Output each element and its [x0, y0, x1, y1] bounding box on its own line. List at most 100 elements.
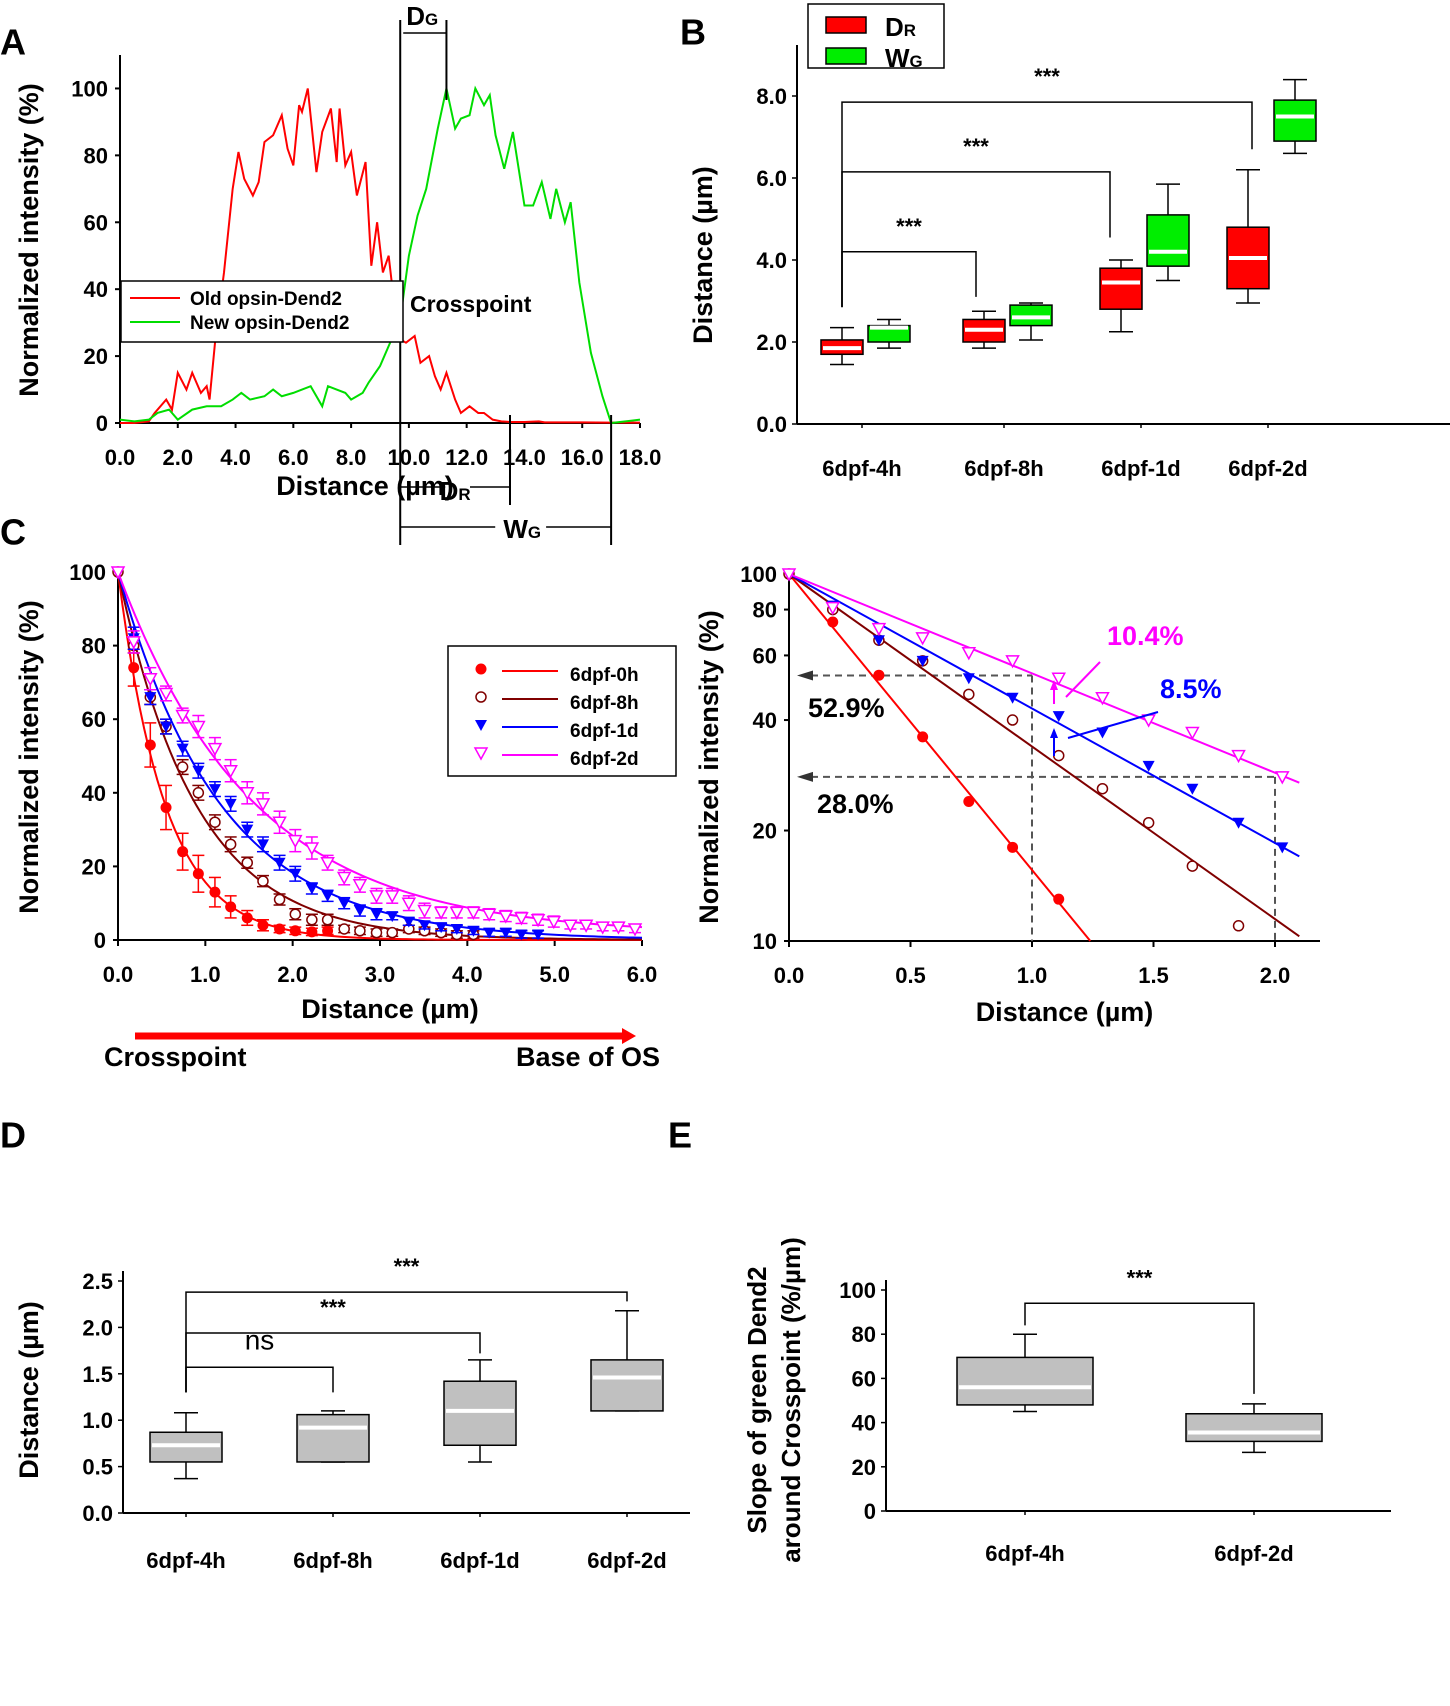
series-6dpf-1d [783, 569, 1300, 858]
panel-c-left: 0 20 40 60 80 100 0.0 1.0 2.0 3.0 4.0 5.0 6.0 Distanc… [69, 560, 677, 1072]
x-tick-label: 0.0 [103, 962, 134, 987]
marker-open-triangle [401, 897, 417, 911]
marker-filled-triangle [224, 798, 237, 810]
y-tick-label: 60 [82, 707, 106, 732]
marker-filled-circle [225, 901, 237, 913]
panel-letter-a: A [0, 22, 26, 63]
marker-filled-triangle [467, 925, 480, 937]
marker-open-circle [257, 875, 269, 887]
y-tick-label: 40 [84, 277, 108, 302]
marker-open-circle [386, 926, 398, 939]
marker-open-circle [176, 761, 189, 773]
category-label: 6dpf-4h [146, 1548, 225, 1573]
marker-open-triangle [158, 687, 174, 702]
marker-open-triangle [481, 908, 497, 922]
marker-filled-triangle [402, 916, 415, 928]
y-tick-label: 0.5 [82, 1455, 113, 1480]
marker-filled-triangle [208, 784, 221, 796]
category-label: 6dpf-2d [1214, 1541, 1293, 1566]
box [296, 1413, 370, 1463]
marker-open-triangle [627, 923, 643, 937]
series-6dpf-2d [110, 566, 643, 937]
marker-open-triangle [611, 921, 626, 935]
marker-filled-triangle [1276, 842, 1289, 854]
x-tick-label: 4.0 [452, 962, 483, 987]
legend-label: WG [885, 43, 923, 73]
y-tick-label: 6.0 [756, 166, 787, 191]
fit-line [788, 573, 1300, 784]
marker-filled-triangle [1052, 711, 1065, 723]
significance-label: *** [1127, 1265, 1153, 1290]
arrowhead-icon [797, 771, 813, 782]
y-tick-label: 4.0 [756, 248, 787, 273]
marker-open-triangle [1005, 655, 1020, 669]
marker-open-circle [241, 856, 254, 869]
marker-open-triangle [781, 568, 797, 582]
x-axis-label: Distance (µm) [976, 997, 1154, 1027]
y-tick-label: 20 [84, 344, 108, 369]
marker-filled-circle [144, 739, 156, 751]
fit-line [788, 573, 1092, 942]
legend-label: 6dpf-0h [570, 665, 639, 686]
marker-filled-circle [322, 925, 334, 937]
marker-open-circle [224, 838, 237, 851]
marker-filled-circle [475, 663, 487, 675]
marker-open-triangle [110, 566, 126, 580]
x-tick-label: 0.5 [895, 963, 926, 988]
marker-open-triangle [336, 871, 352, 886]
box [443, 1380, 517, 1447]
y-axis-label-line2: around Crosspoint (%/µm) [776, 1237, 806, 1563]
marker-open-triangle [1231, 749, 1246, 764]
dr-label: DR [440, 476, 471, 506]
marker-open-circle [475, 691, 487, 703]
x-tick-label: 12.0 [445, 445, 488, 470]
y-tick-label: 0 [94, 928, 106, 953]
x-tick-label: 0.0 [774, 963, 805, 988]
marker-open-triangle [1095, 692, 1110, 706]
category-label: 6dpf-2d [1228, 456, 1307, 481]
fit-curve [117, 571, 643, 941]
x-tick-label: 6.0 [627, 962, 658, 987]
marker-filled-circle [192, 868, 204, 880]
y-tick-label: 8.0 [756, 84, 787, 109]
x-tick-label: 0.0 [105, 445, 136, 470]
y-tick-label: 0 [96, 411, 108, 436]
x-tick-label: 18.0 [619, 445, 662, 470]
y-tick-label: 60 [84, 210, 108, 235]
x-tick-label: 10.0 [387, 445, 430, 470]
marker-open-circle [1006, 714, 1019, 726]
panel-e: 0 20 40 60 80 100 6dpf-4h 6dpf-2d *** [839, 1265, 1391, 1566]
significance-bracket [1024, 1302, 1255, 1394]
legend-label: 6dpf-1d [570, 721, 639, 742]
arrowhead-icon [1050, 680, 1058, 690]
y-tick-label: 80 [84, 143, 108, 168]
marker-open-triangle [514, 912, 529, 926]
y-tick-label: 60 [852, 1366, 876, 1391]
y-tick-label: 40 [852, 1411, 876, 1436]
y-tick-label: 2.5 [82, 1269, 113, 1294]
marker-open-triangle [1051, 672, 1066, 686]
x-tick-label: 8.0 [336, 445, 367, 470]
marker-filled-triangle [1096, 727, 1109, 739]
significance-bracket [185, 1291, 628, 1393]
y-tick-label: 2.0 [756, 330, 787, 355]
category-label: 6dpf-4h [985, 1541, 1064, 1566]
y-tick-label: 80 [82, 634, 106, 659]
pointer-8-5 [1067, 711, 1159, 739]
significance-bracket [185, 1366, 334, 1393]
marker-open-triangle [191, 720, 206, 735]
marker-filled-triangle [289, 868, 302, 880]
marker-filled-triangle [144, 692, 157, 704]
box [590, 1359, 664, 1412]
category-label: 6dpf-8h [293, 1548, 372, 1573]
marker-filled-circle [209, 886, 221, 898]
box [956, 1356, 1094, 1406]
marker-open-triangle [207, 742, 223, 757]
marker-filled-triangle [160, 721, 173, 733]
marker-filled-triangle [273, 857, 286, 869]
legend-label: 6dpf-2d [570, 749, 639, 770]
x-tick-label: 4.0 [220, 445, 251, 470]
arrow-end-label: Base of OS [516, 1042, 660, 1072]
significance-bracket [841, 251, 977, 308]
panel-letter-b: B [680, 12, 706, 53]
